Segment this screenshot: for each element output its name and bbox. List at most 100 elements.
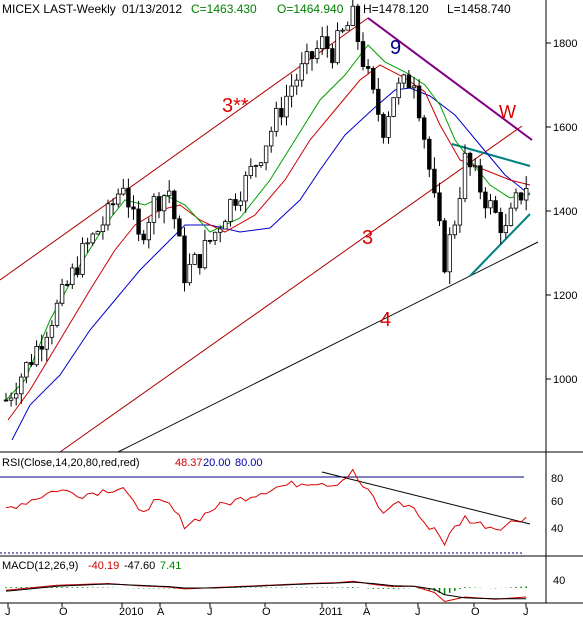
- candle-body: [279, 107, 284, 118]
- candle-body: [447, 234, 452, 273]
- candle-body: [284, 95, 289, 118]
- macd-signal-line: [5, 581, 527, 600]
- wave-label-9: 9: [390, 37, 401, 59]
- price-tick-label: 1000: [553, 374, 577, 386]
- candle-body: [202, 240, 208, 269]
- candle-body: [192, 254, 197, 265]
- candle-body: [411, 85, 417, 89]
- x-tick-label: O: [471, 606, 480, 617]
- candle-body: [437, 192, 442, 222]
- candle-body: [391, 97, 396, 117]
- candle-body: [100, 224, 106, 232]
- header-close: C=1463.430: [191, 2, 257, 16]
- candle-body: [498, 212, 503, 234]
- candle-body: [427, 138, 432, 170]
- candle-body: [49, 325, 55, 338]
- candle-body: [268, 130, 274, 147]
- header-date: 01/13/2012: [122, 2, 182, 16]
- candle-body: [105, 203, 111, 226]
- header-low: L=1458.740: [447, 2, 511, 16]
- candle-body: [212, 231, 218, 241]
- candle-body: [330, 48, 335, 64]
- candle-body: [462, 152, 468, 199]
- candle-body: [319, 36, 325, 50]
- price-tick-label: 1400: [553, 206, 577, 218]
- wedge-lower-line: [469, 213, 531, 277]
- candle-body: [19, 376, 24, 395]
- price-tick-label: 1800: [553, 38, 577, 50]
- candle-body: [503, 225, 508, 234]
- candle-body: [228, 199, 233, 222]
- candle-body: [121, 187, 126, 195]
- candle-body: [223, 221, 228, 230]
- wave-label-3: 3: [362, 227, 373, 249]
- price-tick-label: 1600: [553, 122, 577, 134]
- candle-body: [90, 233, 95, 244]
- candle-body: [70, 267, 75, 285]
- candle-body: [207, 240, 213, 242]
- candle-body: [294, 79, 299, 87]
- candle-body: [483, 191, 488, 209]
- candle-body: [34, 345, 39, 366]
- x-tick-label: J: [5, 606, 11, 617]
- candle-body: [80, 242, 85, 275]
- candle-body: [355, 5, 361, 42]
- channel-lower-line: [59, 125, 523, 453]
- candle-body: [304, 51, 310, 65]
- candle-body: [345, 25, 350, 31]
- header-high: H=1478.120: [363, 2, 429, 16]
- macd-hist-value: 7.41: [160, 560, 181, 572]
- macd-value: -40.19: [88, 560, 119, 572]
- candle-body: [156, 196, 162, 212]
- candle-body: [116, 193, 121, 205]
- macd-signal-value: -47.60: [124, 560, 155, 572]
- macd-histogram: [5, 586, 527, 595]
- candle-body: [467, 152, 473, 168]
- candle-body: [217, 228, 223, 233]
- x-tick-label: A: [157, 606, 165, 617]
- candle-body: [110, 203, 116, 206]
- candle-body: [243, 175, 248, 202]
- candle-body: [29, 362, 34, 366]
- wave-label-4: 4: [380, 309, 391, 331]
- candle-body: [65, 284, 70, 286]
- sma-fast-line: [5, 44, 531, 401]
- candle-body: [493, 200, 498, 213]
- candle-body: [141, 233, 146, 241]
- candle-body: [350, 5, 355, 26]
- rsi-label: RSI(Close,14,20,80,red,red): [2, 457, 140, 469]
- candle-body: [299, 63, 304, 81]
- x-tick-label: 2011: [319, 606, 343, 617]
- candle-body: [376, 88, 381, 115]
- candle-body: [54, 302, 60, 326]
- candle-body: [151, 196, 157, 223]
- candle-body: [258, 162, 264, 166]
- candle-body: [524, 188, 529, 201]
- candle-body: [187, 263, 192, 284]
- x-tick-label: O: [59, 606, 68, 617]
- candle-body: [442, 220, 447, 273]
- candle-body: [416, 85, 422, 119]
- candle-body: [8, 397, 14, 401]
- candle-body: [314, 48, 320, 59]
- candle-body: [518, 192, 524, 201]
- candle-body: [452, 224, 457, 236]
- candle-body: [136, 208, 141, 235]
- candlesticks: [3, 0, 529, 407]
- candle-body: [126, 187, 131, 208]
- candle-body: [161, 195, 167, 212]
- wave-label-w: W: [499, 102, 516, 122]
- candle-body: [386, 116, 391, 138]
- macd-panel: MACD(12,26,9) -40.19 -47.60 7.41 40: [2, 556, 565, 603]
- x-tick-label: A: [363, 606, 371, 617]
- price-y-ticks: 1000 1200 1400 1600 1800: [546, 38, 577, 386]
- candle-body: [340, 29, 345, 32]
- wave-label-3star: 3**: [222, 95, 249, 117]
- candle-body: [488, 200, 493, 209]
- sma-slow-line: [11, 87, 531, 441]
- candle-body: [24, 362, 29, 378]
- candle-body: [472, 165, 478, 168]
- candle-body: [131, 206, 136, 210]
- candle-body: [274, 107, 279, 132]
- candle-body: [85, 242, 90, 245]
